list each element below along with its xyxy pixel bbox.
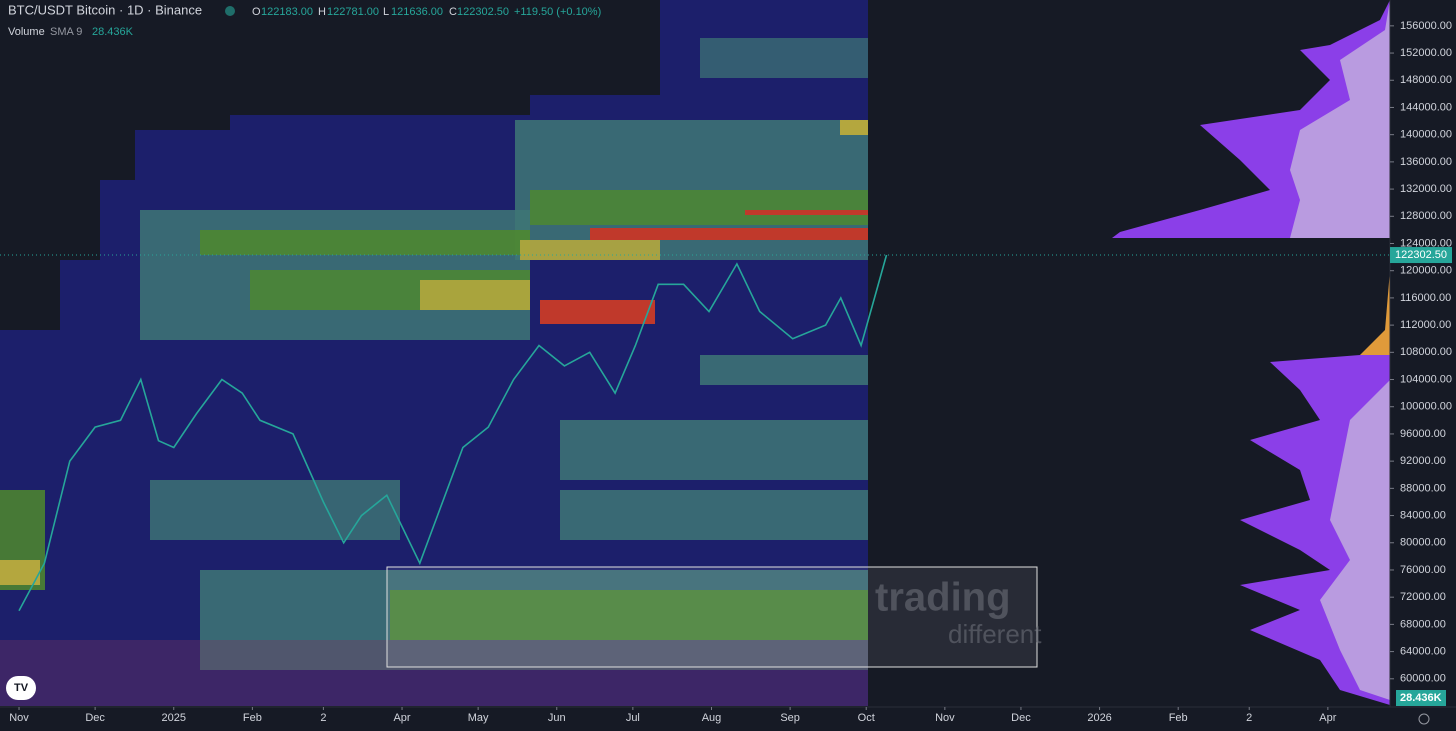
volume-sma: SMA 9 <box>50 26 82 38</box>
y-tick-label: 128000.00 <box>1400 210 1452 222</box>
y-tick-label: 80000.00 <box>1400 537 1446 549</box>
watermark: trading <box>875 576 1011 620</box>
symbol: BTC/USDT Bitcoin · 1D · Binance <box>8 2 202 17</box>
x-tick-label: Apr <box>393 712 410 724</box>
y-tick-label: 120000.00 <box>1400 265 1452 277</box>
ohlc-value: 121636.00 <box>391 6 443 18</box>
y-tick-label: 140000.00 <box>1400 129 1452 141</box>
y-tick-label: 88000.00 <box>1400 482 1446 494</box>
volume-value: 28.436K <box>92 26 134 38</box>
y-tick-label: 132000.00 <box>1400 183 1452 195</box>
y-tick-label: 152000.00 <box>1400 47 1452 59</box>
y-tick-label: 148000.00 <box>1400 74 1452 86</box>
x-tick-label: Dec <box>1011 712 1031 724</box>
y-tick-label: 64000.00 <box>1400 645 1446 657</box>
ohlc-label: L <box>383 6 389 18</box>
ohlc-label: O <box>252 6 261 18</box>
y-tick-label: 76000.00 <box>1400 564 1446 576</box>
heatmap <box>0 0 1038 706</box>
y-tick-label: 68000.00 <box>1400 618 1446 630</box>
x-tick-label: 2026 <box>1087 712 1111 724</box>
y-tick-label: 104000.00 <box>1400 373 1452 385</box>
y-tick-label: 84000.00 <box>1400 509 1446 521</box>
settings-icon[interactable] <box>1418 713 1430 725</box>
x-tick-label: Sep <box>780 712 800 724</box>
x-tick-label: Nov <box>9 712 29 724</box>
y-tick-label: 72000.00 <box>1400 591 1446 603</box>
ohlc-label: H <box>318 6 326 18</box>
volume-profile <box>1112 0 1390 705</box>
y-tick-label: 124000.00 <box>1400 237 1452 249</box>
x-tick-label: 2 <box>1246 712 1252 724</box>
change: +119.50 (+0.10%) <box>514 6 601 18</box>
y-tick-label: 96000.00 <box>1400 428 1446 440</box>
x-tick-label: Nov <box>935 712 955 724</box>
x-tick-label: 2025 <box>162 712 186 724</box>
y-tick-label: 92000.00 <box>1400 455 1446 467</box>
x-tick-label: Jun <box>548 712 566 724</box>
y-tick-label: 144000.00 <box>1400 101 1452 113</box>
y-tick-label: 60000.00 <box>1400 673 1446 685</box>
x-tick-label: Jul <box>626 712 640 724</box>
logo[interactable] <box>6 676 36 700</box>
ohlc-value: 122183.00 <box>261 6 313 18</box>
x-tick-label: Feb <box>243 712 262 724</box>
x-tick-label: 2 <box>320 712 326 724</box>
logo-mark[interactable]: TV <box>14 682 29 694</box>
current-price-box <box>1390 247 1452 264</box>
current-volume-box <box>1396 690 1446 706</box>
y-tick-label: 100000.00 <box>1400 401 1452 413</box>
ohlc-value: 122781.00 <box>327 6 379 18</box>
status-dot <box>225 6 235 16</box>
price-line <box>18 254 888 612</box>
ohlc-value: 122302.50 <box>457 6 509 18</box>
y-tick-label: 116000.00 <box>1400 292 1451 304</box>
x-tick-label: Oct <box>858 712 875 724</box>
ohlc-label: C <box>449 6 457 18</box>
y-tick-label: 108000.00 <box>1400 346 1452 358</box>
x-tick-label: May <box>468 712 489 724</box>
watermark: different <box>948 619 1042 649</box>
y-tick-label: 112000.00 <box>1400 319 1451 331</box>
y-tick-label: 136000.00 <box>1400 156 1452 168</box>
current-price-label: 122302.50 <box>1395 249 1447 261</box>
volume-label: Volume <box>8 26 45 38</box>
x-tick-label: Feb <box>1169 712 1188 724</box>
current-volume-label: 28.436K <box>1400 692 1442 704</box>
x-tick-label: Aug <box>702 712 722 724</box>
y-tick-label: 156000.00 <box>1400 20 1452 32</box>
x-tick-label: Apr <box>1319 712 1336 724</box>
x-tick-label: Dec <box>85 712 105 724</box>
